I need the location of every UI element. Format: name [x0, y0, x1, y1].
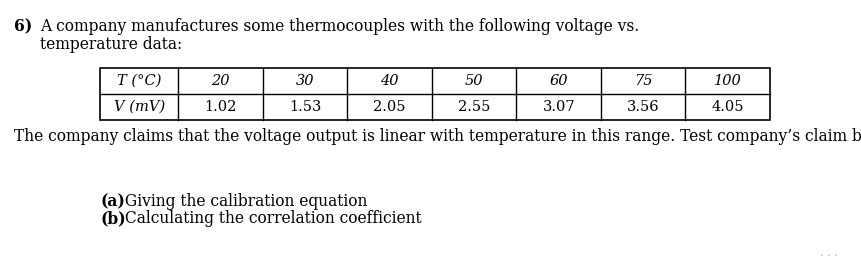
Text: 6): 6) — [14, 18, 32, 35]
Text: 20: 20 — [212, 74, 230, 88]
Text: temperature data:: temperature data: — [40, 36, 183, 53]
Text: 4.05: 4.05 — [711, 100, 744, 114]
Text: 1.02: 1.02 — [204, 100, 237, 114]
Text: Calculating the correlation coefficient: Calculating the correlation coefficient — [120, 210, 422, 227]
Text: 1.53: 1.53 — [289, 100, 321, 114]
Text: Giving the calibration equation: Giving the calibration equation — [120, 193, 368, 210]
Text: 2.05: 2.05 — [374, 100, 406, 114]
Text: 3.07: 3.07 — [542, 100, 575, 114]
Text: T (°C): T (°C) — [117, 74, 162, 88]
Text: 60: 60 — [549, 74, 568, 88]
Text: The company claims that the voltage output is linear with temperature in this ra: The company claims that the voltage outp… — [14, 128, 861, 145]
Text: 30: 30 — [296, 74, 314, 88]
Text: . . .: . . . — [820, 248, 838, 258]
Bar — [100, 68, 770, 120]
Text: 50: 50 — [465, 74, 484, 88]
Text: 75: 75 — [634, 74, 653, 88]
Text: (a): (a) — [100, 193, 125, 210]
Text: 2.55: 2.55 — [458, 100, 491, 114]
Text: 3.56: 3.56 — [627, 100, 660, 114]
Text: A company manufactures some thermocouples with the following voltage vs.: A company manufactures some thermocouple… — [40, 18, 639, 35]
Text: V (mV): V (mV) — [114, 100, 164, 114]
Text: (b): (b) — [100, 210, 126, 227]
Text: 40: 40 — [381, 74, 399, 88]
Text: 100: 100 — [714, 74, 741, 88]
